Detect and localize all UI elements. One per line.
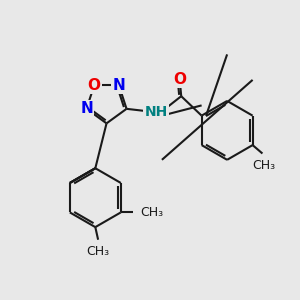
Text: NH: NH bbox=[144, 105, 168, 118]
Text: CH₃: CH₃ bbox=[140, 206, 164, 219]
Text: CH₃: CH₃ bbox=[252, 159, 275, 172]
Text: O: O bbox=[173, 72, 186, 87]
Text: N: N bbox=[80, 101, 93, 116]
Text: CH₃: CH₃ bbox=[87, 245, 110, 258]
Text: O: O bbox=[88, 78, 101, 93]
Text: N: N bbox=[112, 78, 125, 93]
